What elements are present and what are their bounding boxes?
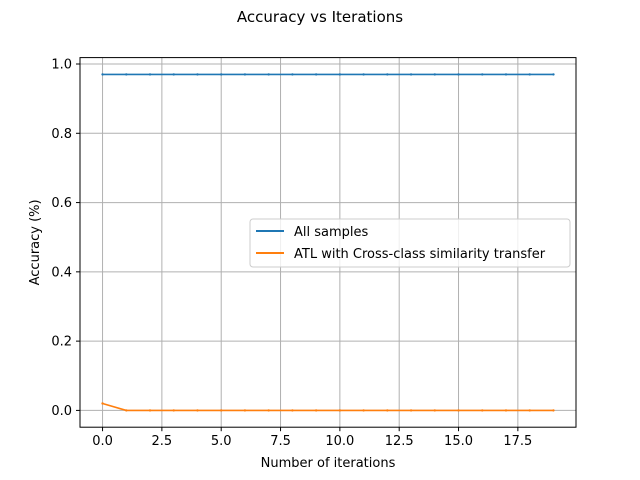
data-point: [291, 409, 294, 412]
data-point: [457, 73, 460, 76]
x-tick-label: 10.0: [325, 434, 354, 449]
data-point: [220, 409, 223, 412]
x-tick-label: 0.0: [92, 434, 113, 449]
y-tick-label: 0.2: [51, 335, 72, 350]
data-point: [196, 409, 199, 412]
data-point: [528, 409, 531, 412]
data-point: [552, 409, 555, 412]
data-point: [267, 409, 270, 412]
data-point: [481, 409, 484, 412]
x-tick-label: 17.5: [503, 434, 532, 449]
tick-layer: 0.0 2.5 5.0 7.5 10.0 12.5 15.0 17.5 0.0 0.2 0.4 0.6…: [51, 58, 532, 450]
series-line-1: [102, 402, 554, 412]
data-point: [172, 73, 175, 76]
data-point: [409, 409, 413, 412]
x-tick-label: 2.5: [152, 434, 173, 449]
y-tick-label: 0.4: [51, 265, 72, 280]
chart-title: Accuracy vs Iterations: [237, 8, 403, 26]
y-tick-label: 1.0: [51, 58, 72, 73]
series-layer: [101, 73, 555, 412]
data-point: [409, 73, 413, 76]
data-point: [243, 73, 247, 76]
data-point: [433, 409, 436, 412]
data-point: [386, 73, 389, 76]
legend-label-all-samples: All samples: [294, 225, 369, 240]
data-point: [362, 409, 365, 412]
data-point: [101, 73, 104, 76]
data-point: [267, 73, 270, 76]
data-point: [552, 73, 555, 76]
x-tick-label: 12.5: [385, 434, 414, 449]
data-point: [362, 73, 365, 76]
legend: All samples ATL with Cross-class similar…: [249, 218, 571, 268]
data-point: [196, 73, 199, 76]
data-point: [291, 73, 294, 76]
legend-label-atl: ATL with Cross-class similarity transfer: [294, 247, 546, 262]
data-point: [172, 409, 175, 412]
data-point: [125, 73, 128, 76]
data-point: [148, 73, 152, 76]
legend-box: [249, 218, 571, 268]
data-point: [125, 409, 128, 412]
data-point: [504, 409, 508, 412]
data-point: [314, 409, 318, 412]
data-point: [433, 73, 436, 76]
data-point: [481, 73, 484, 76]
data-point: [314, 73, 318, 76]
y-axis-label: Accuracy (%): [28, 199, 43, 285]
data-point: [457, 409, 460, 412]
x-tick-label: 15.0: [444, 434, 473, 449]
data-point: [220, 73, 223, 76]
plot-frame: [79, 57, 577, 428]
x-tick-label: 5.0: [211, 434, 232, 449]
data-point: [386, 409, 389, 412]
x-tick-label: 7.5: [270, 434, 291, 449]
y-tick-label: 0.6: [51, 196, 72, 211]
x-axis-label: Number of iterations: [261, 456, 396, 471]
data-point: [101, 402, 104, 405]
data-point: [338, 73, 342, 76]
data-point: [528, 73, 531, 76]
data-point: [148, 409, 152, 412]
data-point: [504, 73, 508, 76]
data-point: [243, 409, 247, 412]
data-point: [338, 409, 342, 412]
y-tick-label: 0.0: [51, 404, 72, 419]
y-tick-label: 0.8: [51, 127, 72, 142]
